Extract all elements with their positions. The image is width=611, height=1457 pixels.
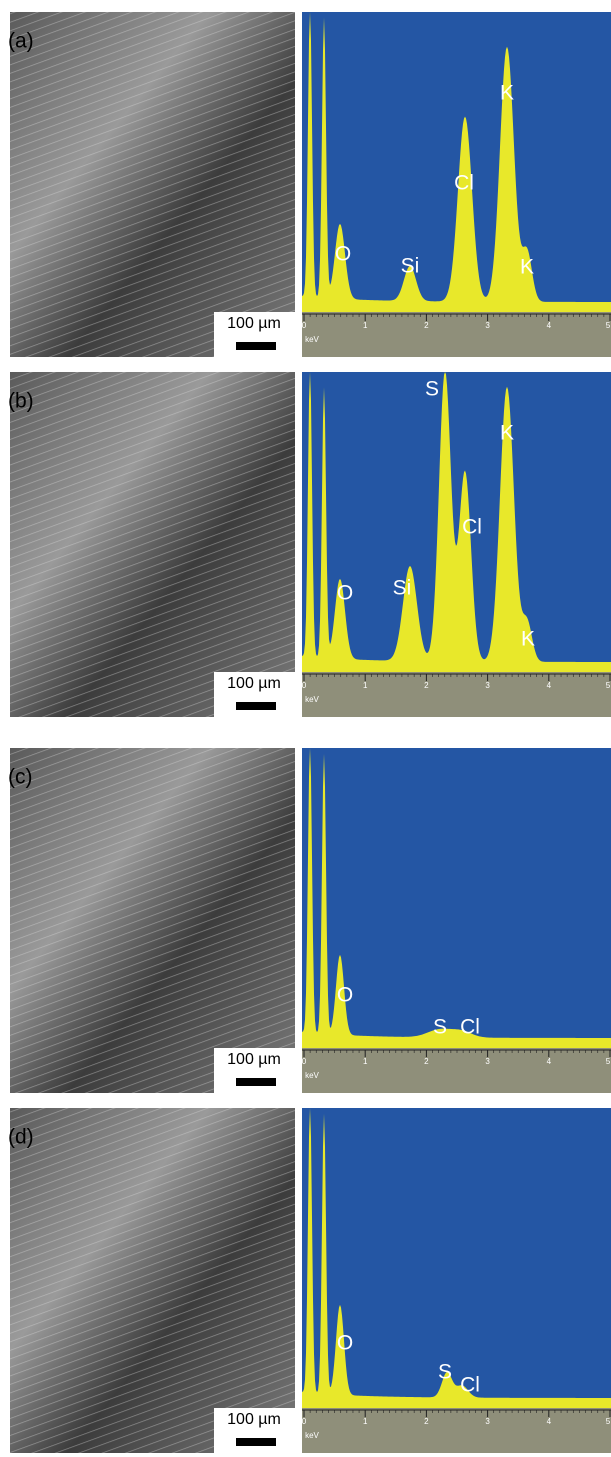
peak-label: Cl — [454, 172, 474, 195]
panel-label: (d) — [8, 1126, 34, 1149]
peak-label: K — [500, 422, 514, 445]
peak-label: K — [520, 256, 534, 279]
sem-texture — [10, 372, 295, 717]
panel-label: (a) — [8, 30, 34, 53]
x-tick-label: 2 — [424, 681, 429, 690]
scale-bar — [236, 1078, 276, 1086]
x-unit: keV — [305, 1071, 319, 1080]
x-tick-label: 1 — [363, 321, 368, 330]
peak-label: S — [438, 1361, 452, 1384]
peak-label: Cl — [460, 1016, 480, 1039]
x-tick-label: 5 — [606, 1057, 611, 1066]
panel: (d) 100 µm 0 1 2 3 4 5 keV O S Cl — [8, 1108, 611, 1453]
x-tick-label: 1 — [363, 1057, 368, 1066]
axis-band — [302, 1408, 611, 1453]
axis-band — [302, 312, 611, 357]
axis-band — [302, 1048, 611, 1093]
x-tick-label: 0 — [302, 1417, 307, 1426]
scale-bar-label: 100 µm — [227, 315, 281, 332]
x-tick-label: 3 — [485, 321, 490, 330]
x-tick-label: 2 — [424, 321, 429, 330]
sem-texture — [10, 748, 295, 1093]
x-tick-label: 0 — [302, 321, 307, 330]
peak-label: Cl — [462, 516, 482, 539]
x-unit: keV — [305, 335, 319, 344]
x-tick-label: 3 — [485, 1417, 490, 1426]
scale-bar-label: 100 µm — [227, 1051, 281, 1068]
peak-label: Cl — [460, 1374, 480, 1397]
peak-label: O — [337, 1332, 353, 1355]
peak-label: O — [337, 984, 353, 1007]
axis-band — [302, 672, 611, 717]
x-tick-label: 4 — [547, 1417, 552, 1426]
peak-label: O — [337, 582, 353, 605]
peak-label: K — [521, 628, 535, 651]
x-tick-label: 3 — [485, 1057, 490, 1066]
x-tick-label: 3 — [485, 681, 490, 690]
x-tick-label: 0 — [302, 681, 307, 690]
x-tick-label: 2 — [424, 1057, 429, 1066]
peak-label: K — [500, 82, 514, 105]
x-tick-label: 1 — [363, 681, 368, 690]
x-tick-label: 4 — [547, 681, 552, 690]
x-unit: keV — [305, 1431, 319, 1440]
sem-texture — [10, 12, 295, 357]
panel-label: (b) — [8, 390, 34, 413]
figure: (a) 100 µm 0 1 2 3 4 5 keV O Si Cl K K (b) 100 µm 0 1 2 3 4 5… — [0, 0, 611, 1457]
scale-bar — [236, 702, 276, 710]
x-tick-label: 5 — [606, 321, 611, 330]
x-tick-label: 0 — [302, 1057, 307, 1066]
x-tick-label: 4 — [547, 321, 552, 330]
panel-label: (c) — [8, 766, 33, 789]
x-tick-label: 1 — [363, 1417, 368, 1426]
peak-label: Si — [393, 577, 412, 600]
peak-label: O — [335, 243, 351, 266]
x-tick-label: 5 — [606, 1417, 611, 1426]
scale-bar-label: 100 µm — [227, 675, 281, 692]
scale-bar — [236, 1438, 276, 1446]
scale-bar — [236, 342, 276, 350]
peak-label: S — [425, 378, 439, 401]
x-tick-label: 2 — [424, 1417, 429, 1426]
panel: (b) 100 µm 0 1 2 3 4 5 keV S K Cl Si O K — [8, 372, 611, 717]
sem-texture — [10, 1108, 295, 1453]
scale-bar-label: 100 µm — [227, 1411, 281, 1428]
panel: (a) 100 µm 0 1 2 3 4 5 keV O Si Cl K K — [8, 12, 611, 357]
x-tick-label: 5 — [606, 681, 611, 690]
x-unit: keV — [305, 695, 319, 704]
panel: (c) 100 µm 0 1 2 3 4 5 keV O S Cl — [8, 748, 611, 1093]
peak-label: S — [433, 1016, 447, 1039]
spectrum-bg — [302, 1108, 611, 1408]
peak-label: Si — [401, 255, 420, 278]
x-tick-label: 4 — [547, 1057, 552, 1066]
